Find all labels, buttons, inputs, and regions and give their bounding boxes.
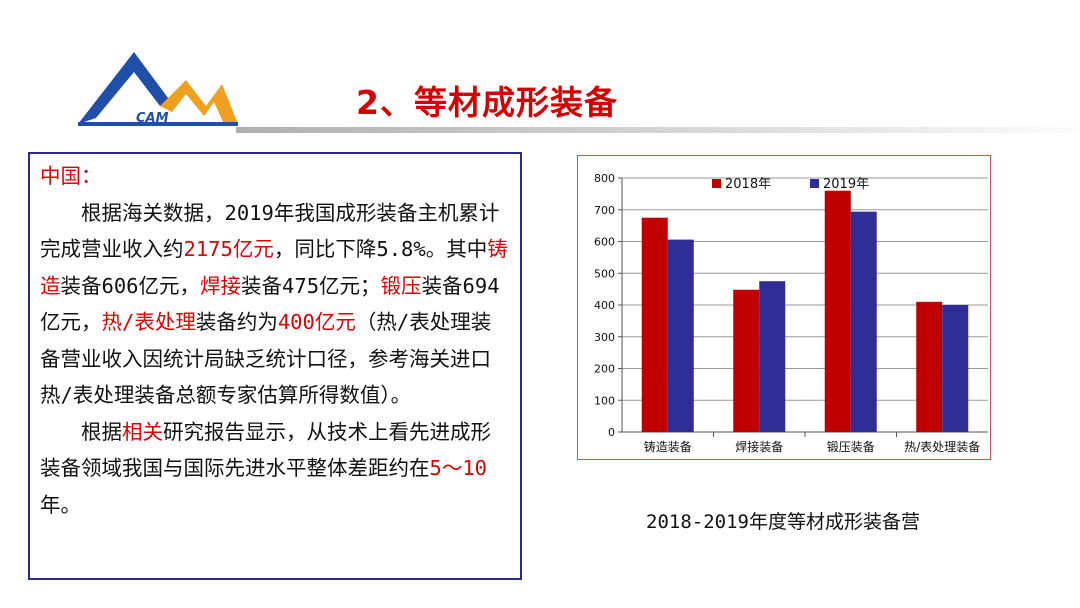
y-tick-label: 200 [594, 363, 615, 376]
logo-base-bar [78, 122, 238, 126]
body-text: 装备694亿元， [40, 273, 500, 335]
paragraph-1: 根据海关数据，2019年我国成形装备主机累计完成营业收入约2175亿元，同比下降… [40, 195, 510, 414]
y-tick-label: 100 [594, 394, 615, 407]
body-text: 根据 [81, 419, 122, 444]
legend-label: 2019年 [823, 177, 869, 192]
bar [942, 305, 969, 432]
highlight-text: 相关 [122, 419, 163, 444]
bar [733, 289, 760, 432]
highlight-text: 锻压 [380, 273, 422, 298]
chart-frame: 0 100 200 300 400 500 600 700 800 铸造装备 焊接装备 锻压装备 热/表… [577, 155, 991, 460]
bar-chart: 0 100 200 300 400 500 600 700 800 铸造装备 焊接装备 锻压装备 热/表… [594, 172, 988, 454]
x-tick-label: 锻压装备 [827, 440, 875, 454]
legend-label: 2018年 [725, 177, 771, 192]
logo-text: CAM [136, 111, 169, 126]
highlight-text: 5～10 [429, 456, 488, 480]
highlight-text: 400亿元 [277, 310, 356, 334]
y-tick-label: 300 [594, 331, 615, 344]
body-text: 根据海关数据，2019年我国成形装备主机累计完成营业收入约 [40, 200, 500, 262]
y-tick-label: 600 [594, 236, 615, 249]
legend-swatch [712, 179, 721, 188]
chart-caption: 2018-2019年度等材成形装备营 [646, 511, 920, 533]
y-tick-label: 500 [594, 267, 615, 280]
highlight-text: 焊接 [200, 273, 242, 298]
textbox-heading: 中国： [40, 164, 102, 188]
bar [916, 301, 943, 432]
body-text: 年。 [40, 492, 81, 517]
body-text: 研究报告显示，从技术上看先进成形装备领域我国与国际先进水平整体差距约在 [40, 419, 491, 481]
cam-logo: CAM [78, 52, 238, 126]
y-tick-label: 0 [608, 426, 615, 439]
bar [759, 281, 786, 432]
legend-swatch [810, 179, 819, 188]
highlight-text: 铸造 [40, 237, 508, 298]
slide-title: 2、等材成形装备 [356, 83, 618, 122]
paragraph-2: 根据相关研究报告显示，从技术上看先进成形装备领域我国与国际先进水平整体差距约在5… [40, 414, 510, 524]
bar [667, 239, 694, 432]
highlight-text: 热/表处理 [101, 310, 196, 334]
body-text: 装备约为 [195, 310, 278, 334]
body-text: 装备475亿元； [241, 273, 381, 298]
y-tick-label: 800 [594, 172, 615, 185]
bar [641, 217, 668, 432]
body-text: ，同比下降5.8%。其中 [273, 237, 488, 261]
description-textbox: 中国： 根据海关数据，2019年我国成形装备主机累计完成营业收入约2175亿元，… [28, 152, 522, 580]
highlight-text: 2175亿元 [183, 237, 274, 261]
y-tick-label: 700 [594, 204, 615, 217]
body-text: 装备606亿元， [60, 273, 201, 298]
logo-blue-triangle [78, 52, 174, 124]
body-text: （热/表处理装备营业收入因统计局缺乏统计口径，参考海关进口热/表处理装备总额专家… [40, 310, 492, 407]
x-tick-label: 铸造装备 [644, 439, 692, 454]
bar [824, 190, 851, 432]
logo-orange-shape [160, 80, 238, 124]
bar [850, 211, 877, 432]
title-underline [236, 127, 1080, 133]
x-tick-label: 热/表处理装备 [904, 440, 980, 454]
y-tick-label: 400 [594, 299, 615, 312]
x-tick-label: 焊接装备 [735, 439, 783, 454]
